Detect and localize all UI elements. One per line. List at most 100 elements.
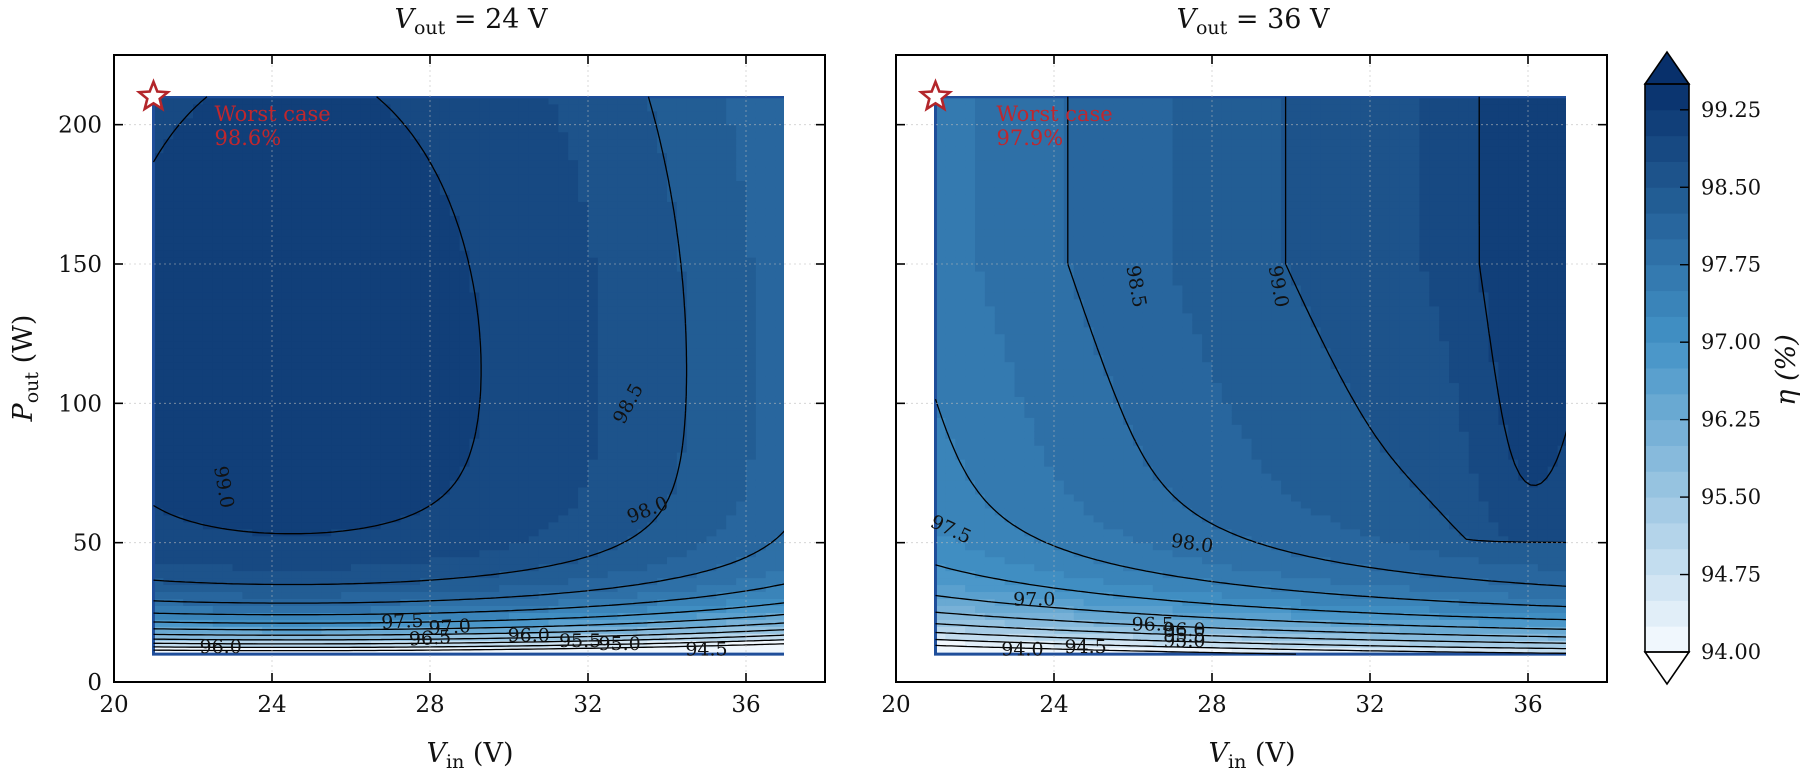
heatmap-cell <box>173 117 184 126</box>
heatmap-cell <box>607 96 619 105</box>
heatmap-cell <box>647 466 658 474</box>
heatmap-cell <box>627 612 638 620</box>
heatmap-cell <box>311 277 322 286</box>
heatmap-cell <box>676 473 688 481</box>
heatmap-cell <box>528 173 540 181</box>
heatmap-cell <box>568 215 579 223</box>
heatmap-cell <box>479 549 490 558</box>
heatmap-cell <box>153 535 164 544</box>
heatmap-cell <box>331 389 342 397</box>
heatmap-cell <box>696 222 708 230</box>
heatmap-cell <box>242 124 253 133</box>
heatmap-cell <box>528 354 540 363</box>
heatmap-cell <box>311 577 322 586</box>
heatmap-cell <box>341 479 352 488</box>
heatmap-cell <box>331 131 342 140</box>
heatmap-cell <box>558 459 569 467</box>
heatmap-cell <box>163 403 174 411</box>
heatmap-cell <box>558 319 569 328</box>
heatmap-cell <box>499 117 510 126</box>
heatmap-cell <box>321 291 332 300</box>
heatmap-cell <box>351 577 362 586</box>
heatmap-cell <box>499 514 510 523</box>
heatmap-cell <box>736 417 747 425</box>
heatmap-cell <box>617 257 629 265</box>
heatmap-cell <box>360 215 372 223</box>
heatmap-cell <box>667 166 678 175</box>
heatmap-cell <box>153 410 164 418</box>
heatmap-cell <box>439 110 451 119</box>
heatmap-cell <box>360 605 372 613</box>
heatmap-cell <box>528 103 540 112</box>
heatmap-cell <box>755 124 767 133</box>
heatmap-cell <box>252 431 263 439</box>
heatmap-cell <box>558 257 569 265</box>
heatmap-cell <box>597 138 609 147</box>
heatmap-cell <box>746 577 757 586</box>
heatmap-cell <box>222 347 234 356</box>
heatmap-cell <box>746 549 757 558</box>
heatmap-cell <box>538 640 550 648</box>
heatmap-cell <box>627 633 638 641</box>
heatmap-cell <box>548 201 559 209</box>
heatmap-cell <box>281 180 293 188</box>
heatmap-cell <box>311 473 322 481</box>
heatmap-cell <box>706 612 717 620</box>
heatmap-cell <box>163 145 174 154</box>
heatmap-cell <box>716 598 727 606</box>
heatmap-cell <box>281 577 293 586</box>
heatmap-cell <box>262 96 273 105</box>
heatmap-cell <box>331 173 342 181</box>
heatmap-cell <box>686 298 698 307</box>
heatmap-cell <box>518 500 530 509</box>
heatmap-cell <box>202 500 214 509</box>
heatmap-cell <box>696 396 708 404</box>
heatmap-cell <box>311 438 322 446</box>
heatmap-cell <box>321 438 332 446</box>
heatmap-cell <box>686 375 698 384</box>
heatmap-cell <box>272 507 283 516</box>
heatmap-cell <box>509 152 520 161</box>
heatmap-cell <box>568 319 579 328</box>
heatmap-cell <box>479 250 490 258</box>
heatmap-cell <box>370 633 382 641</box>
heatmap-cell <box>706 570 717 579</box>
heatmap-cell <box>183 633 194 641</box>
heatmap-cell <box>439 577 451 586</box>
heatmap-cell <box>509 270 520 279</box>
heatmap-cell <box>173 264 184 272</box>
heatmap-cell <box>647 194 658 202</box>
heatmap-cell <box>755 166 767 175</box>
heatmap-cell <box>469 535 480 544</box>
heatmap-cell <box>617 243 629 251</box>
heatmap-cell <box>252 563 263 572</box>
heatmap-cell <box>291 298 303 307</box>
heatmap-cell <box>588 445 599 453</box>
heatmap-cell <box>242 243 253 251</box>
heatmap-cell <box>360 152 372 161</box>
heatmap-cell <box>331 410 342 418</box>
heatmap-cell <box>193 340 204 349</box>
heatmap-cell <box>726 577 737 586</box>
heatmap-cell <box>686 305 698 314</box>
heatmap-cell <box>706 319 717 328</box>
heatmap-cell <box>163 598 174 606</box>
heatmap-cell <box>528 124 540 133</box>
heatmap-cell <box>163 563 174 572</box>
heatmap-cell <box>568 159 579 168</box>
heatmap-cell <box>281 354 293 363</box>
heatmap-cell <box>726 215 737 223</box>
heatmap-cell <box>637 340 648 349</box>
heatmap-cell <box>430 633 441 641</box>
heatmap-cell <box>746 152 757 161</box>
heatmap-cell <box>202 264 214 272</box>
heatmap-cell <box>183 431 194 439</box>
heatmap-cell <box>509 417 520 425</box>
heatmap-cell <box>351 277 362 286</box>
heatmap-cell <box>676 647 688 655</box>
heatmap-cell <box>370 277 382 286</box>
heatmap-cell <box>242 542 253 551</box>
heatmap-cell <box>459 173 471 181</box>
heatmap-cell <box>459 368 471 377</box>
heatmap-cell <box>667 264 678 272</box>
